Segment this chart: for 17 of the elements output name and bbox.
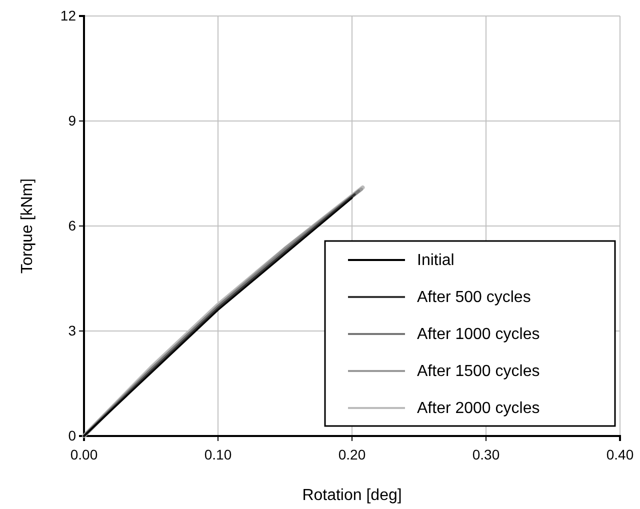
legend-label: After 1000 cycles <box>417 326 540 343</box>
y-tick-label: 0 <box>68 427 76 444</box>
legend-label: After 1500 cycles <box>417 363 540 380</box>
y-tick-label: 9 <box>68 112 76 128</box>
legend-label: After 2000 cycles <box>417 400 540 417</box>
x-tick-label: 0.40 <box>606 446 634 462</box>
y-tick-label: 6 <box>68 217 76 234</box>
x-tick-label: 0.00 <box>70 446 98 462</box>
y-tick-label: 3 <box>68 322 76 338</box>
x-tick-label: 0.10 <box>204 446 232 462</box>
legend-label: After 500 cycles <box>417 289 531 306</box>
y-tick-label: 12 <box>60 7 76 24</box>
x-tick-label: 0.30 <box>472 446 500 462</box>
legend-label: Initial <box>417 252 454 269</box>
x-axis-title: Rotation [deg] <box>302 487 402 504</box>
x-tick-label: 0.20 <box>338 446 366 462</box>
y-axis-title: Torque [kNm] <box>19 178 36 274</box>
